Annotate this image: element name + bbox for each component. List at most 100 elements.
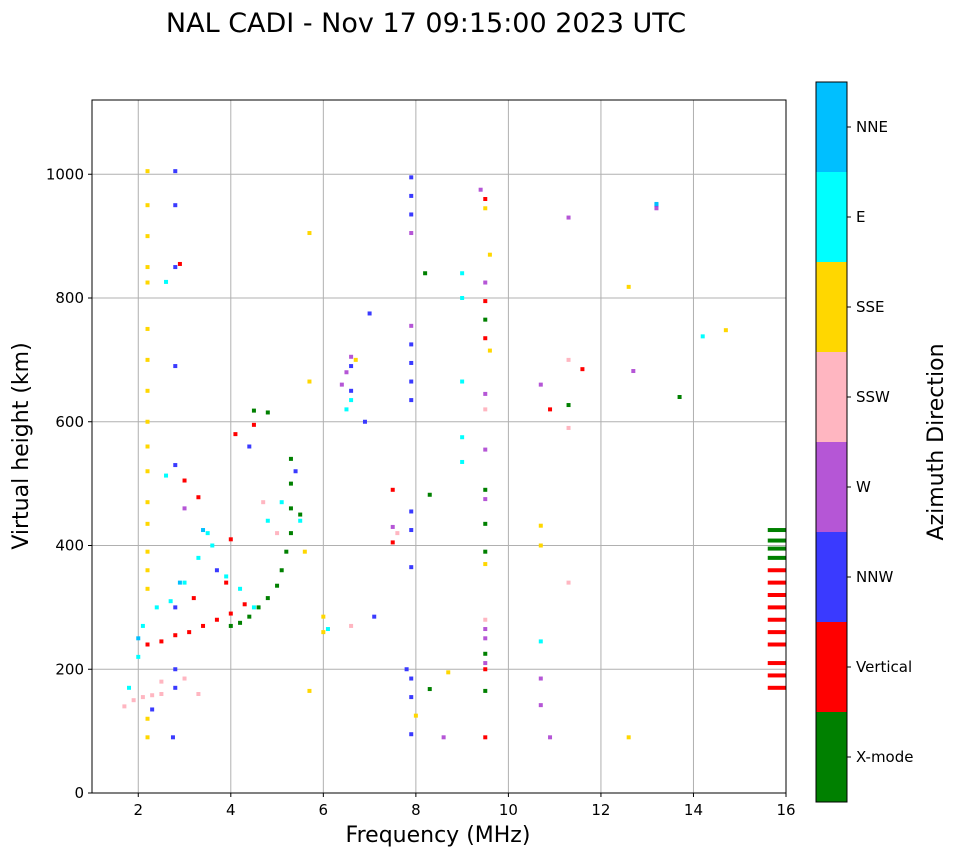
data-point bbox=[344, 370, 349, 375]
data-point bbox=[483, 562, 488, 567]
data-point bbox=[307, 379, 312, 384]
data-point bbox=[182, 580, 187, 585]
data-point bbox=[251, 422, 256, 427]
data-point bbox=[173, 203, 178, 208]
data-point bbox=[293, 469, 298, 474]
data-point bbox=[390, 524, 395, 529]
data-point bbox=[566, 215, 571, 220]
data-point bbox=[159, 692, 164, 696]
data-point bbox=[409, 379, 414, 384]
data-point bbox=[173, 667, 178, 672]
data-point bbox=[487, 348, 492, 353]
data-point bbox=[538, 703, 543, 708]
y-axis-ticks: 0 200 400 600 800 1000 bbox=[46, 165, 92, 802]
data-point bbox=[145, 735, 150, 740]
data-point bbox=[145, 586, 150, 591]
data-point bbox=[409, 565, 414, 570]
colorbar-label: SSE bbox=[856, 298, 885, 316]
colorbar-title: Azimuth Direction bbox=[924, 343, 949, 540]
data-point bbox=[159, 639, 164, 644]
data-point bbox=[483, 206, 488, 211]
data-point bbox=[349, 398, 354, 403]
data-point bbox=[767, 568, 786, 573]
data-point bbox=[767, 528, 786, 533]
data-point bbox=[145, 388, 150, 393]
data-point bbox=[196, 555, 201, 560]
colorbar-label: Vertical bbox=[856, 658, 912, 676]
data-point bbox=[566, 403, 571, 408]
data-point bbox=[242, 602, 247, 607]
data-point bbox=[441, 735, 446, 740]
data-point bbox=[483, 447, 488, 452]
data-point bbox=[288, 456, 293, 461]
data-point bbox=[145, 419, 150, 424]
data-point bbox=[164, 279, 169, 284]
data-point bbox=[362, 419, 367, 424]
data-point bbox=[460, 271, 465, 276]
data-point bbox=[446, 670, 451, 675]
series-w bbox=[182, 187, 659, 740]
data-point bbox=[483, 661, 488, 666]
data-point bbox=[307, 688, 312, 693]
data-point bbox=[339, 382, 344, 387]
data-point bbox=[177, 580, 182, 585]
data-point bbox=[275, 583, 280, 588]
data-point bbox=[483, 299, 488, 304]
data-point bbox=[145, 265, 150, 270]
data-point bbox=[196, 495, 201, 500]
data-point bbox=[767, 617, 786, 622]
colorbar-segment bbox=[816, 622, 847, 712]
data-point bbox=[566, 425, 571, 430]
data-point bbox=[145, 280, 150, 285]
data-point bbox=[145, 549, 150, 554]
data-point bbox=[298, 518, 303, 523]
data-point bbox=[538, 676, 543, 681]
colorbar-segment bbox=[816, 352, 847, 442]
colorbar-label: NNE bbox=[856, 118, 888, 136]
data-point bbox=[483, 280, 488, 285]
data-point bbox=[483, 688, 488, 693]
data-point bbox=[423, 271, 428, 276]
data-point bbox=[150, 693, 155, 698]
data-point bbox=[767, 580, 786, 585]
data-point bbox=[145, 716, 150, 721]
data-point bbox=[284, 549, 289, 554]
colorbar-label: X-mode bbox=[856, 748, 913, 766]
x-tick-label: 2 bbox=[133, 801, 143, 819]
data-point bbox=[265, 410, 270, 415]
series-nne bbox=[136, 201, 659, 641]
data-point bbox=[173, 463, 178, 468]
data-point bbox=[145, 169, 150, 174]
data-point bbox=[224, 574, 229, 579]
y-axis-label: Virtual height (km) bbox=[9, 342, 34, 549]
data-point bbox=[182, 676, 187, 681]
data-point bbox=[409, 695, 414, 700]
y-tick-label: 1000 bbox=[46, 165, 84, 183]
data-point bbox=[187, 630, 192, 635]
data-point bbox=[122, 704, 127, 709]
data-point bbox=[626, 284, 631, 289]
data-point bbox=[251, 605, 256, 610]
data-point bbox=[196, 692, 201, 696]
data-point bbox=[214, 568, 219, 573]
data-point bbox=[321, 614, 326, 619]
data-point bbox=[136, 636, 141, 641]
data-point bbox=[168, 599, 173, 604]
data-point bbox=[409, 398, 414, 403]
data-point bbox=[349, 388, 354, 393]
data-point bbox=[767, 661, 786, 666]
data-point bbox=[767, 673, 786, 678]
data-point bbox=[409, 360, 414, 365]
data-point bbox=[228, 611, 233, 616]
data-point bbox=[483, 636, 488, 641]
data-point bbox=[767, 630, 786, 635]
data-point bbox=[626, 735, 631, 740]
y-tick-label: 200 bbox=[55, 660, 84, 678]
x-tick-label: 4 bbox=[226, 801, 236, 819]
data-point bbox=[177, 261, 182, 266]
colorbar-label: E bbox=[856, 208, 865, 226]
data-point bbox=[145, 568, 150, 573]
data-point bbox=[767, 546, 786, 551]
data-point bbox=[288, 481, 293, 486]
data-point bbox=[409, 231, 414, 236]
